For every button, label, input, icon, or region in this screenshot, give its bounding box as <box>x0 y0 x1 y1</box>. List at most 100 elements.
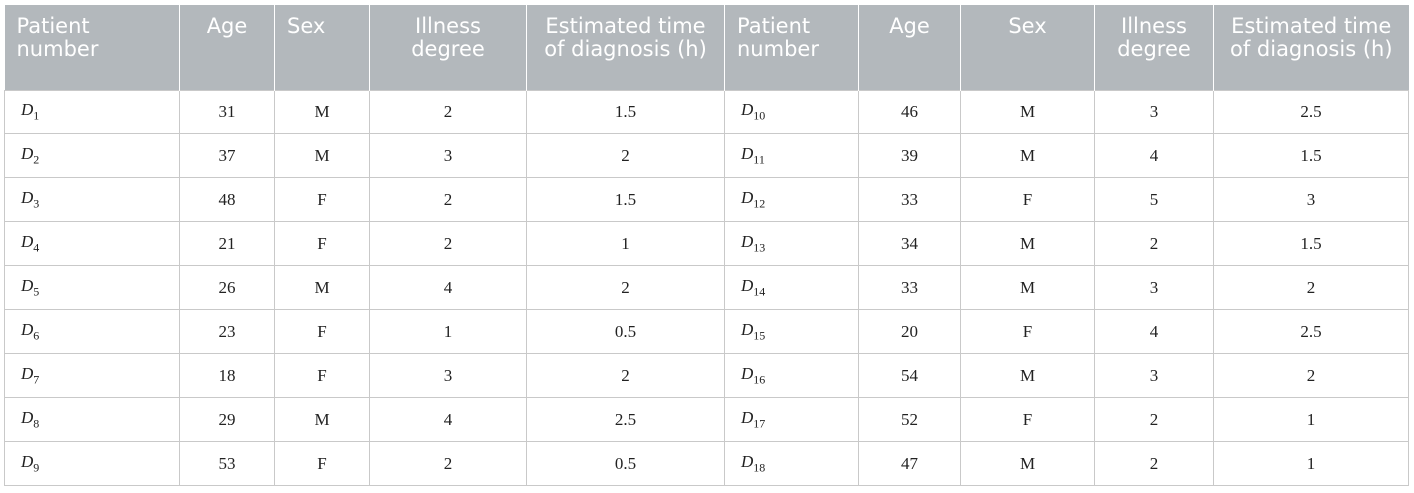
table-row: D7 18 F 3 2 D16 54 M 3 2 <box>4 353 1409 399</box>
header-illness-degree: Illness degree <box>369 5 527 90</box>
patient-id-subscript: 13 <box>753 240 766 255</box>
time-cell: 2.5 <box>526 397 725 442</box>
patient-id-cell: D9 <box>4 441 180 486</box>
sex-cell: M <box>274 89 370 135</box>
patient-id-subscript: 3 <box>33 196 40 211</box>
patient-id-letter: D <box>21 100 34 120</box>
age-cell: 23 <box>179 309 275 355</box>
patient-id-subscript: 2 <box>33 152 40 167</box>
table-row: D6 23 F 1 0.5 D15 20 F 4 2.5 <box>4 309 1409 355</box>
degree-cell: 5 <box>1094 177 1214 223</box>
patient-id-cell: D12 <box>724 177 859 223</box>
sex-cell: F <box>274 221 370 267</box>
time-cell: 1 <box>526 221 725 267</box>
age-cell: 33 <box>858 265 961 311</box>
header-row: Patient number Age Sex Illness degree Es… <box>4 5 1409 90</box>
sex-cell: F <box>274 353 370 399</box>
time-cell: 2 <box>1213 353 1409 399</box>
patient-id-cell: D15 <box>724 309 859 355</box>
age-cell: 46 <box>858 89 961 135</box>
patient-id-subscript: 5 <box>33 284 40 299</box>
patient-id-letter: D <box>21 407 34 427</box>
degree-cell: 2 <box>369 177 527 223</box>
patient-id-cell: D16 <box>724 353 859 399</box>
patient-id-cell: D2 <box>4 133 180 179</box>
table-row: D8 29 M 4 2.5 D17 52 F 2 1 <box>4 397 1409 442</box>
patient-id-cell: D4 <box>4 221 180 267</box>
patient-id-cell: D5 <box>4 265 180 311</box>
patient-id-subscript: 14 <box>753 284 766 299</box>
age-cell: 52 <box>858 397 961 442</box>
patient-id-subscript: 4 <box>33 240 40 255</box>
patient-id-subscript: 18 <box>753 460 766 475</box>
patient-id-cell: D17 <box>724 397 859 442</box>
degree-cell: 2 <box>1094 441 1214 486</box>
patient-id-subscript: 16 <box>753 372 766 387</box>
header-age-right: Age <box>858 5 961 90</box>
degree-cell: 3 <box>1094 89 1214 135</box>
degree-cell: 3 <box>1094 265 1214 311</box>
table-row: D9 53 F 2 0.5 D18 47 M 2 1 <box>4 441 1409 486</box>
degree-cell: 4 <box>369 265 527 311</box>
sex-cell: F <box>960 309 1095 355</box>
age-cell: 20 <box>858 309 961 355</box>
time-cell: 1.5 <box>1213 133 1409 179</box>
patient-id-subscript: 15 <box>753 328 766 343</box>
age-cell: 53 <box>179 441 275 486</box>
age-cell: 47 <box>858 441 961 486</box>
table-row: D5 26 M 4 2 D14 33 M 3 2 <box>4 265 1409 311</box>
degree-cell: 4 <box>1094 309 1214 355</box>
table-header: Patient number Age Sex Illness degree Es… <box>4 5 1409 90</box>
patient-id-letter: D <box>21 276 34 296</box>
time-cell: 0.5 <box>526 441 725 486</box>
age-cell: 31 <box>179 89 275 135</box>
patient-id-cell: D3 <box>4 177 180 223</box>
degree-cell: 2 <box>369 89 527 135</box>
sex-cell: M <box>960 89 1095 135</box>
degree-cell: 3 <box>369 133 527 179</box>
header-patient-number: Patient number <box>4 5 180 90</box>
age-cell: 26 <box>179 265 275 311</box>
patient-data-table: Patient number Age Sex Illness degree Es… <box>4 5 1409 486</box>
table-row: D4 21 F 2 1 D13 34 M 2 1.5 <box>4 221 1409 267</box>
header-sex-right: Sex <box>960 5 1095 90</box>
patient-id-letter: D <box>21 363 34 383</box>
patient-id-letter: D <box>741 319 754 339</box>
patient-id-letter: D <box>741 407 754 427</box>
patient-id-cell: D11 <box>724 133 859 179</box>
patient-id-cell: D6 <box>4 309 180 355</box>
degree-cell: 2 <box>369 221 527 267</box>
sex-cell: F <box>960 397 1095 442</box>
sex-cell: M <box>960 441 1095 486</box>
degree-cell: 4 <box>1094 133 1214 179</box>
age-cell: 37 <box>179 133 275 179</box>
patient-id-subscript: 1 <box>33 108 40 123</box>
header-estimated-time-right: Estimated time of diagnosis (h) <box>1213 5 1409 90</box>
time-cell: 2 <box>526 133 725 179</box>
sex-cell: F <box>274 441 370 486</box>
degree-cell: 3 <box>369 353 527 399</box>
header-estimated-time: Estimated time of diagnosis (h) <box>526 5 725 90</box>
sex-cell: M <box>960 353 1095 399</box>
degree-cell: 2 <box>369 441 527 486</box>
header-age: Age <box>179 5 275 90</box>
patient-id-subscript: 12 <box>753 196 766 211</box>
degree-cell: 4 <box>369 397 527 442</box>
sex-cell: M <box>960 221 1095 267</box>
patient-id-subscript: 6 <box>33 328 40 343</box>
sex-cell: F <box>274 177 370 223</box>
header-illness-degree-right: Illness degree <box>1094 5 1214 90</box>
degree-cell: 3 <box>1094 353 1214 399</box>
sex-cell: M <box>274 133 370 179</box>
time-cell: 1.5 <box>526 89 725 135</box>
time-cell: 1.5 <box>1213 221 1409 267</box>
patient-id-cell: D8 <box>4 397 180 442</box>
patient-id-cell: D7 <box>4 353 180 399</box>
patient-id-subscript: 17 <box>753 416 766 431</box>
table-row: D1 31 M 2 1.5 D10 46 M 3 2.5 <box>4 89 1409 135</box>
sex-cell: M <box>960 133 1095 179</box>
patient-id-letter: D <box>741 276 754 296</box>
patient-id-letter: D <box>741 232 754 252</box>
age-cell: 33 <box>858 177 961 223</box>
age-cell: 54 <box>858 353 961 399</box>
